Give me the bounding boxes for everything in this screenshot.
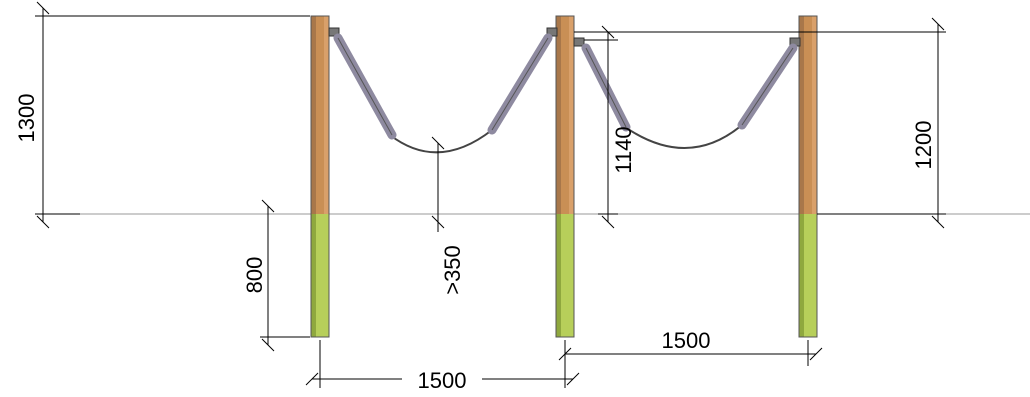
dim-post-height: 1300: [14, 1, 310, 229]
dim-spacing-right: 1500: [558, 328, 823, 366]
dim-label-800: 800: [242, 257, 267, 294]
dim-label-1500-right: 1500: [662, 328, 711, 353]
dim-attach-height-right: 1200: [574, 17, 946, 229]
dim-attach-height-left: 1140: [584, 25, 636, 229]
dim-label-350: >350: [440, 245, 465, 295]
dim-label-1200: 1200: [911, 121, 936, 170]
dim-label-1300: 1300: [14, 94, 39, 143]
left-span: [328, 27, 558, 154]
dim-post-depth: 800: [242, 199, 310, 352]
right-post: [798, 15, 818, 338]
dim-label-1500-left: 1500: [418, 368, 467, 392]
dim-label-1140: 1140: [611, 126, 636, 173]
dim-sag-clearance: >350: [431, 136, 465, 295]
middle-post: [555, 15, 575, 338]
dim-spacing-left: 1500: [305, 340, 580, 393]
left-post: [310, 15, 330, 338]
